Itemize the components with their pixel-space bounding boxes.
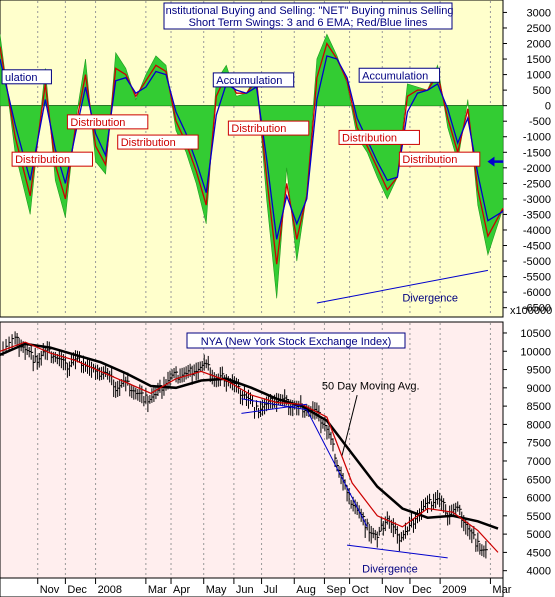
bottom-gridlines [37,323,491,577]
top-y-tick-label-4: 1000 [527,70,551,82]
bottom-y-tick-label-5: 8000 [527,419,551,431]
top-annotation-box-6 [227,120,310,136]
date-tick-label-8: Aug [296,584,316,596]
bottom-y-tick-label-11: 5000 [527,529,551,541]
top-annotation-box-7 [338,129,420,145]
top-annotation-box-8 [398,151,481,167]
date-tick-label-1: Dec [67,584,87,596]
bottom-series-line-2 [0,341,499,553]
bottom-series [0,331,499,559]
top-y-tick-label-7: -500 [529,116,551,128]
date-tick-label-4: Apr [173,584,190,596]
ma-label-leader [341,395,358,456]
bottom-y-tick-label-8: 6500 [527,474,551,486]
bottom-y-tick-label-1: 10000 [520,346,551,358]
date-tick-labels: Nov Dec 2008 Mar Apr May Jun Jul Aug Sep Oct Nov Dec… [37,578,512,596]
bottom-y-tick-label-0: 10500 [520,328,551,340]
top-annotation-box-4 [117,134,199,150]
date-tick-label-14: Mar [492,584,511,596]
top-y-tick-label-14: -4000 [523,225,551,237]
trend-line-3 [347,544,448,559]
top-y-tick-label-13: -3500 [523,209,551,221]
date-tick-label-6: Jun [236,584,254,596]
top-annotation-6: Distribution [231,123,286,135]
top-units-label: x100000 [510,305,552,317]
top-y-tick-label-16: -5000 [523,256,551,268]
bottom-y-tick-label-9: 6000 [527,493,551,505]
bottom-panel: 50 Day Moving Avg. Divergence NYA (New Yo… [0,321,551,579]
date-axis: Nov Dec 2008 Mar Apr May Jun Jul Aug Sep Oct Nov Dec… [0,577,512,597]
date-tick-label-3: Mar [148,584,167,596]
top-y-tick-label-6: 0 [545,101,551,113]
top-y-tick-label-1: 2500 [527,23,551,35]
top-y-tick-label-9: -1500 [523,147,551,159]
top-title: Institutional Buying and Selling: "NET" … [163,2,454,30]
top-title-box [163,2,453,30]
date-tick-label-10: Oct [352,584,369,596]
date-tick-label-13: 2009 [442,584,466,596]
top-y-tick-label-17: -5500 [523,272,551,284]
bottom-y-tick-label-13: 4000 [527,566,551,578]
date-axis-background [0,577,504,597]
bottom-title-box [186,332,406,349]
date-tick-label-2: 2008 [98,584,122,596]
top-annotation-5: Distribution [15,154,70,166]
bottom-annotations: 50 Day Moving Avg. Divergence [322,381,420,576]
top-y-tick-label-0: 3000 [527,7,551,19]
bottom-y-tick-label-12: 4500 [527,547,551,559]
bottom-y-tick-label-2: 9500 [527,365,551,377]
top-annotation-box-2 [358,67,441,83]
top-annotation-box-3 [66,114,149,130]
trend-line-2 [306,409,368,528]
top-annotation-7: Distribution [342,132,397,144]
bottom-y-tick-label-7: 7000 [527,456,551,468]
top-annotation-box-1 [212,72,295,88]
bottom-y-tick-label-6: 7500 [527,438,551,450]
top-title-line-1: Institutional Buying and Selling: "NET" … [163,5,454,17]
top-y-tick-label-19: -6500 [523,303,551,315]
date-tick-label-9: Sep [326,584,346,596]
arrow-head-icon [487,156,495,167]
date-tick-label-7: Jul [264,584,278,596]
top-annotation-0: ulation [5,72,37,84]
top-y-tick-label-3: 1500 [527,54,551,66]
top-annotation-4: Distribution [121,137,176,149]
trend-line-0 [241,398,307,411]
top-y-tick-label-12: -3000 [523,194,551,206]
date-tick-label-0: Nov [40,584,60,596]
top-annotation-9: Divergence [402,292,458,304]
trend-line-1 [241,403,307,414]
date-tick-label-12: Dec [412,584,432,596]
top-annotation-box-5 [11,151,93,167]
top-y-axis: 3000 2500 2000 1500 1000 500 0 -500 -1000 -1500 -2… [503,7,551,315]
bottom-title-text: NYA (New York Stock Exchange Index) [201,336,392,348]
top-y-tick-label-2: 2000 [527,39,551,51]
bottom-annotation-0: 50 Day Moving Avg. [322,381,420,393]
bottom-y-tick-label-4: 8500 [527,401,551,413]
bottom-annotation-1: Divergence [362,564,418,576]
top-y-tick-label-10: -2000 [523,163,551,175]
bottom-y-tick-label-10: 5500 [527,511,551,523]
top-y-tick-label-8: -1000 [523,132,551,144]
bottom-y-axis: 10500 10000 9500 9000 8500 8000 7500 7000 6500 60… [503,328,551,578]
bottom-title: NYA (New York Stock Exchange Index) [186,332,406,349]
top-annotation-3: Distribution [70,117,125,129]
top-panel: ulation Accumulation Accumulation Distribut… [0,0,552,318]
bottom-y-tick-label-3: 9000 [527,383,551,395]
top-annotation-box-0 [1,69,52,85]
top-title-line-2: Short Term Swings: 3 and 6 EMA; Red/Blue… [189,17,428,29]
date-tick-label-11: Nov [384,584,404,596]
top-divergence-line [316,269,489,304]
top-y-tick-label-5: 500 [533,85,551,97]
top-y-tick-label-11: -2500 [523,178,551,190]
top-y-tick-label-15: -4500 [523,241,551,253]
date-tick-label-5: May [206,584,227,596]
top-annotations: ulation Accumulation Accumulation Distribut… [1,67,481,304]
top-annotation-2: Accumulation [362,70,428,82]
top-y-tick-label-18: -6000 [523,287,551,299]
top-annotation-8: Distribution [402,154,457,166]
top-annotation-1: Accumulation [216,75,282,87]
